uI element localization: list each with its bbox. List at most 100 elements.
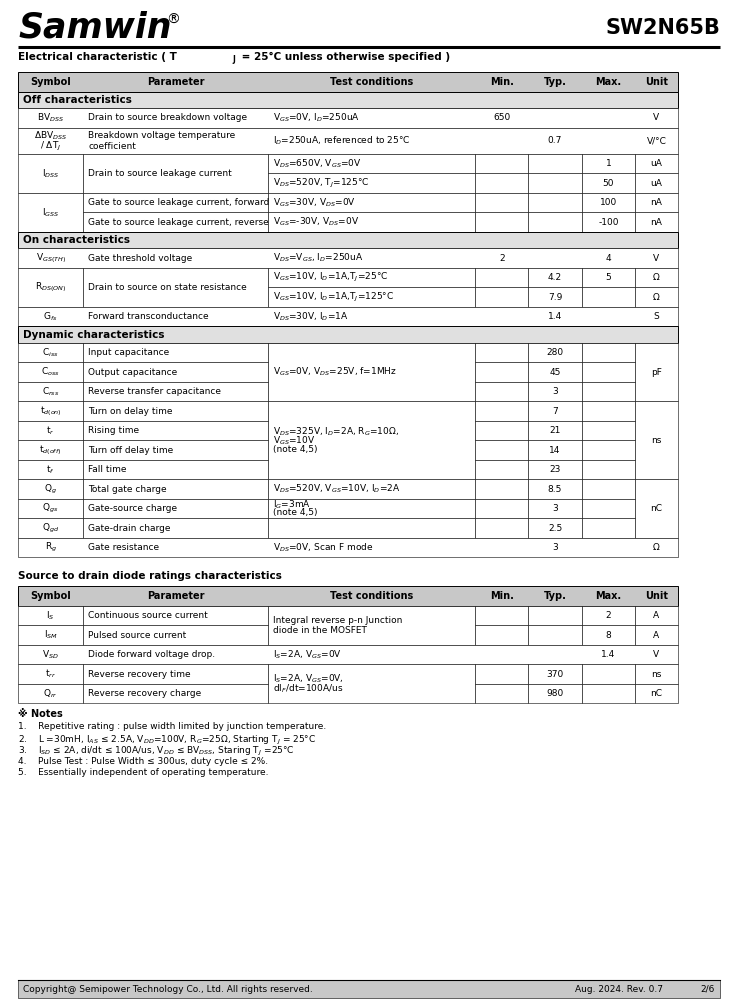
Bar: [582, 664, 635, 684]
Bar: [18, 499, 83, 518]
Bar: [475, 154, 528, 173]
Bar: [83, 382, 268, 401]
Text: Unit: Unit: [645, 591, 668, 601]
Bar: [268, 606, 475, 645]
Text: Drain to source breakdown voltage: Drain to source breakdown voltage: [89, 113, 247, 122]
Text: I$_{SM}$: I$_{SM}$: [44, 629, 58, 641]
Bar: [475, 401, 528, 421]
Text: Reverse recovery charge: Reverse recovery charge: [89, 689, 201, 698]
Text: 45: 45: [549, 368, 561, 377]
Bar: [528, 440, 582, 460]
Bar: [83, 499, 268, 518]
Bar: [18, 108, 678, 127]
Bar: [582, 343, 635, 362]
Bar: [475, 606, 528, 625]
Text: Gate-drain charge: Gate-drain charge: [89, 524, 170, 533]
Text: Electrical characteristic ( T: Electrical characteristic ( T: [18, 52, 177, 62]
Text: V$_{GS}$=10V: V$_{GS}$=10V: [273, 434, 315, 447]
Bar: [582, 499, 635, 518]
Bar: [635, 664, 678, 684]
Text: 2: 2: [499, 254, 505, 263]
Text: t$_{d(off)}$: t$_{d(off)}$: [39, 443, 62, 457]
Text: 1.    Repetitive rating : pulse width limited by junction temperature.: 1. Repetitive rating : pulse width limit…: [18, 722, 326, 731]
Bar: [83, 154, 268, 193]
Bar: [582, 479, 635, 499]
Bar: [528, 606, 582, 625]
Bar: [528, 401, 582, 421]
Text: Reverse recovery time: Reverse recovery time: [89, 670, 191, 679]
Bar: [582, 421, 635, 440]
Bar: [582, 382, 635, 401]
Bar: [18, 382, 83, 401]
Bar: [528, 664, 582, 684]
Bar: [635, 154, 678, 173]
Text: Q$_{g}$: Q$_{g}$: [44, 483, 57, 496]
Bar: [582, 440, 635, 460]
Text: Drain to source on state resistance: Drain to source on state resistance: [89, 283, 247, 292]
Bar: [18, 307, 678, 326]
Bar: [582, 460, 635, 479]
Text: 3: 3: [552, 387, 558, 396]
Bar: [18, 518, 83, 538]
Text: 3: 3: [552, 543, 558, 552]
Text: Rising time: Rising time: [89, 426, 139, 435]
Bar: [528, 479, 582, 499]
Bar: [635, 684, 678, 703]
Bar: [18, 479, 83, 499]
Bar: [475, 625, 528, 645]
Text: I$_{S}$=2A, V$_{GS}$=0V: I$_{S}$=2A, V$_{GS}$=0V: [273, 648, 342, 661]
Text: Max.: Max.: [596, 591, 621, 601]
Bar: [18, 460, 83, 479]
Text: Symbol: Symbol: [30, 591, 71, 601]
Bar: [582, 518, 635, 538]
Bar: [635, 173, 678, 193]
Bar: [528, 268, 582, 287]
Text: = 25°C unless otherwise specified ): = 25°C unless otherwise specified ): [238, 52, 450, 62]
Bar: [18, 193, 83, 232]
Text: Breakdown voltage temperature: Breakdown voltage temperature: [89, 131, 235, 140]
Bar: [18, 980, 720, 998]
Bar: [475, 343, 528, 362]
Bar: [18, 625, 83, 645]
Text: nA: nA: [650, 218, 663, 227]
Text: V$_{GS}$=0V, V$_{DS}$=25V, f=1MHz: V$_{GS}$=0V, V$_{DS}$=25V, f=1MHz: [273, 366, 397, 378]
Text: Max.: Max.: [596, 77, 621, 87]
Bar: [18, 343, 83, 362]
Bar: [582, 625, 635, 645]
Bar: [528, 173, 582, 193]
Text: nC: nC: [650, 504, 663, 513]
Text: -100: -100: [598, 218, 618, 227]
Text: V: V: [653, 254, 660, 263]
Text: Ω: Ω: [653, 293, 660, 302]
Bar: [475, 173, 528, 193]
Bar: [528, 382, 582, 401]
Text: G$_{fs}$: G$_{fs}$: [44, 310, 58, 323]
Bar: [18, 248, 678, 268]
Bar: [83, 479, 268, 499]
Text: R$_{DS(ON)}$: R$_{DS(ON)}$: [35, 280, 66, 294]
Bar: [83, 440, 268, 460]
Text: Typ.: Typ.: [544, 77, 567, 87]
Bar: [268, 664, 475, 703]
Text: uA: uA: [650, 179, 663, 188]
Text: Min.: Min.: [490, 591, 514, 601]
Bar: [83, 268, 268, 307]
Bar: [582, 212, 635, 232]
Text: 50: 50: [603, 179, 614, 188]
Text: (note 4,5): (note 4,5): [273, 508, 317, 517]
Text: 280: 280: [546, 348, 564, 357]
Text: I$_{DSS}$: I$_{DSS}$: [42, 167, 59, 180]
Bar: [268, 173, 475, 193]
Text: 2/6: 2/6: [700, 984, 715, 994]
Text: Dynamic characteristics: Dynamic characteristics: [23, 330, 165, 340]
Text: 980: 980: [546, 689, 564, 698]
Bar: [83, 625, 268, 645]
Text: Integral reverse p-n Junction: Integral reverse p-n Junction: [273, 616, 402, 625]
Text: 1.4: 1.4: [548, 312, 562, 321]
Bar: [83, 421, 268, 440]
Text: R$_{g}$: R$_{g}$: [44, 541, 57, 554]
Bar: [475, 460, 528, 479]
Bar: [528, 421, 582, 440]
Text: V$_{DS}$=V$_{GS}$, I$_{D}$=250uA: V$_{DS}$=V$_{GS}$, I$_{D}$=250uA: [273, 252, 363, 264]
Bar: [83, 684, 268, 703]
